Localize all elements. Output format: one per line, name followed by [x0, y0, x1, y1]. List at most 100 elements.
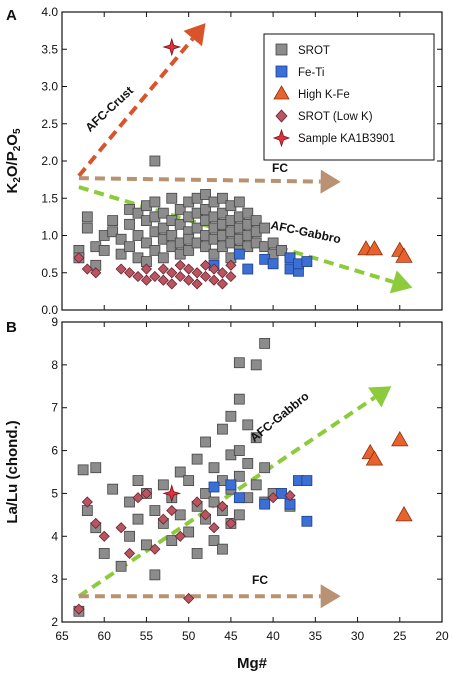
point-srot-low-k — [157, 513, 169, 525]
point-srot — [132, 475, 144, 486]
legend: SROT Fe-Ti High K-Fe SROT (Low K) Sample… — [263, 33, 435, 161]
point-srot-low-k — [123, 267, 136, 279]
point-srot-low-k — [199, 259, 212, 271]
point-srot — [191, 548, 203, 559]
point-srot-low-k — [166, 267, 178, 279]
trend-afc-gabbro-arrowhead — [389, 270, 413, 294]
point-srot — [242, 458, 254, 469]
panel-a-ylabel: K2O/P2O5 — [4, 128, 23, 193]
point-srot — [115, 248, 127, 260]
point-srot — [183, 244, 195, 256]
y-tick-label: 6 — [51, 444, 58, 458]
point-fe-ti — [301, 256, 313, 267]
y-tick-label: 5 — [51, 486, 58, 500]
legend-label-high-k-fe: High K-Fe — [298, 89, 350, 101]
legend-marker-srot — [275, 43, 288, 56]
point-srot — [124, 530, 135, 542]
y-tick-label: 3 — [51, 572, 58, 586]
trend-label-fc-b: FC — [252, 573, 268, 587]
point-srot — [208, 462, 220, 474]
point-srot — [149, 505, 161, 516]
legend-label-fe-ti: Fe-Ti — [298, 67, 324, 79]
point-srot — [200, 204, 211, 215]
point-srot — [157, 222, 169, 234]
point-srot — [149, 155, 161, 167]
point-srot — [200, 488, 211, 499]
point-srot — [124, 241, 135, 253]
point-srot-low-k — [140, 274, 153, 286]
point-srot — [259, 222, 271, 234]
x-tick-label: 50 — [182, 629, 196, 643]
point-high-k-fe — [365, 450, 384, 466]
point-srot — [233, 393, 245, 405]
point-fe-ti — [233, 492, 245, 504]
panel-a-yticks: 0.0 0.5 1.0 1.5 2.0 2.5 3.0 3.5 4.0 — [41, 5, 442, 317]
point-srot — [276, 244, 287, 256]
panel-a-points — [73, 37, 413, 290]
point-srot-low-k — [149, 543, 161, 555]
y-tick-label: 8 — [51, 358, 58, 372]
point-srot — [81, 211, 93, 223]
point-srot-low-k — [140, 487, 153, 499]
point-srot-low-k — [191, 267, 203, 279]
panel-a: A 0.0 0.5 1.0 1.5 2.0 2.5 3.0 3.5 4.0 K2O/P2O5 A… — [4, 5, 443, 317]
point-srot — [233, 509, 245, 521]
y-tick-label: 1.5 — [41, 191, 58, 205]
point-srot-low-k — [73, 603, 85, 615]
point-srot — [174, 218, 186, 230]
point-srot — [81, 222, 93, 234]
point-srot — [90, 462, 102, 474]
point-high-k-fe — [391, 431, 409, 447]
point-srot — [124, 218, 135, 230]
point-srot-low-k — [199, 509, 212, 521]
legend-entry-srot-low-k: SROT (Low K) — [275, 109, 373, 123]
x-axis-title: Mg# — [237, 655, 268, 672]
point-srot — [115, 560, 127, 572]
point-srot — [242, 419, 254, 431]
point-srot-low-k — [183, 592, 195, 604]
point-srot — [250, 359, 262, 371]
panel-b-xticks: 65 60 55 50 45 40 35 30 25 20 — [55, 322, 449, 643]
point-srot-low-k — [174, 530, 186, 542]
point-srot — [107, 226, 119, 238]
point-srot — [141, 539, 152, 551]
legend-entry-fe-ti: Fe-Ti — [275, 65, 324, 79]
point-srot — [107, 483, 119, 495]
trend-afc-crust-arrowhead — [183, 23, 206, 47]
point-srot — [166, 192, 178, 204]
point-srot-low-k — [90, 517, 102, 529]
point-srot-low-k — [174, 270, 186, 283]
point-srot — [259, 462, 271, 474]
point-fe-ti — [301, 515, 313, 527]
point-srot-low-k — [140, 263, 153, 275]
point-srot-low-k — [267, 492, 279, 504]
point-srot — [141, 237, 152, 249]
point-srot — [77, 464, 89, 476]
point-srot-low-k — [132, 270, 144, 283]
point-srot-low-k — [183, 263, 195, 275]
y-tick-label: 0.0 — [41, 303, 58, 317]
point-srot-low-k — [115, 522, 127, 534]
trend-label-afc-gabbro-b: AFC-Gabbro — [247, 389, 311, 445]
point-srot-low-k — [123, 547, 136, 559]
point-fe-ti — [225, 479, 237, 491]
panel-b-points — [73, 338, 413, 617]
point-srot — [200, 189, 211, 200]
point-srot-low-k — [284, 490, 296, 502]
trend-fc-arrowhead — [320, 169, 341, 194]
point-srot-low-k — [73, 252, 85, 264]
point-srot-low-k — [208, 274, 220, 286]
x-tick-label: 35 — [309, 629, 323, 643]
point-fe-ti — [208, 481, 220, 493]
point-fe-ti — [259, 498, 271, 510]
point-srot-low-k — [115, 263, 127, 275]
point-srot-low-k — [216, 500, 229, 512]
point-srot — [217, 192, 228, 204]
panel-b-letter: B — [6, 319, 17, 336]
point-srot — [107, 215, 119, 227]
point-srot-low-k — [81, 496, 93, 508]
point-srot — [217, 423, 228, 435]
legend-box — [263, 33, 435, 161]
point-srot-low-k — [98, 530, 110, 542]
